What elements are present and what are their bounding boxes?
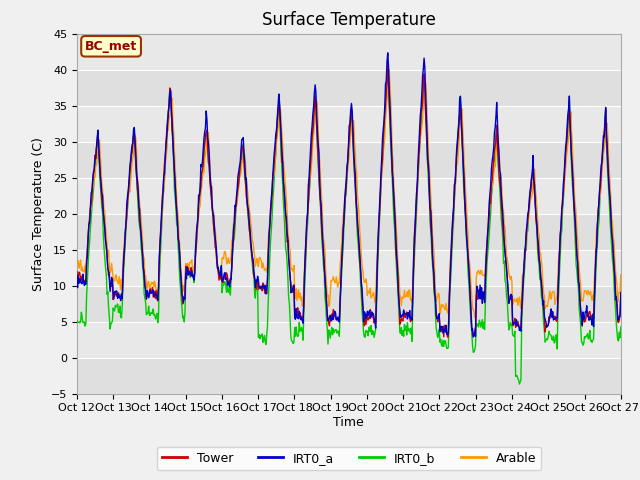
X-axis label: Time: Time (333, 416, 364, 429)
Bar (77, 286, 621, 322)
Bar (77, 214, 621, 250)
Title: Surface Temperature: Surface Temperature (262, 11, 436, 29)
Bar (77, 358, 621, 394)
Bar (77, 70, 621, 106)
Bar (77, 142, 621, 178)
Legend: Tower, IRT0_a, IRT0_b, Arable: Tower, IRT0_a, IRT0_b, Arable (157, 447, 541, 469)
Y-axis label: Surface Temperature (C): Surface Temperature (C) (32, 137, 45, 290)
Text: BC_met: BC_met (85, 40, 137, 53)
